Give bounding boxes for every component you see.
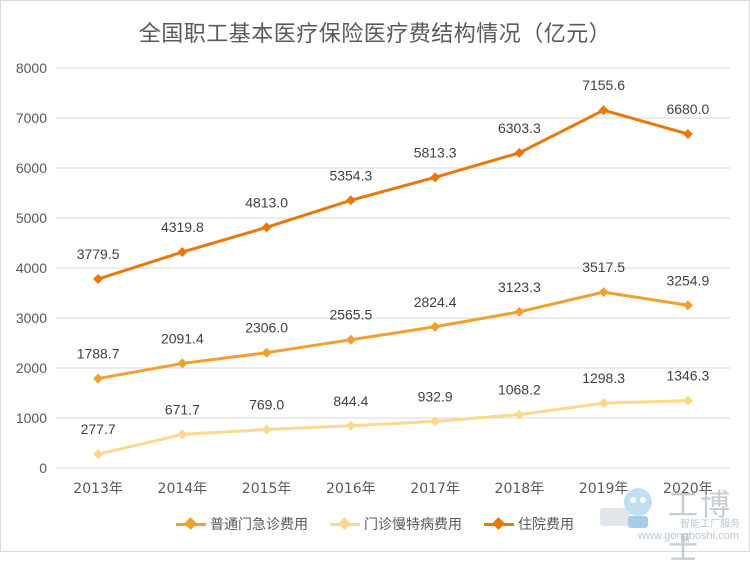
- data-point-marker[interactable]: [345, 195, 356, 206]
- data-point-marker[interactable]: [261, 222, 272, 233]
- data-label: 1788.7: [77, 346, 120, 362]
- data-point-marker[interactable]: [514, 409, 525, 420]
- data-point-marker[interactable]: [345, 420, 356, 431]
- x-tick-label: 2015年: [242, 481, 292, 497]
- y-tick-label: 0: [39, 460, 47, 476]
- series-2: 3779.5 4319.8 4813.0 5354.3 5813.3 6303.3 7155…: [77, 77, 709, 285]
- legend-swatch-chronic: [330, 517, 360, 530]
- legend-swatch-outpatient: [176, 517, 206, 530]
- data-point-marker[interactable]: [261, 424, 272, 435]
- data-point-marker[interactable]: [93, 373, 104, 384]
- data-point-marker[interactable]: [177, 429, 188, 440]
- data-label: 6680.0: [666, 101, 709, 117]
- series-0: 1788.7 2091.4 2306.0 2565.5 2824.4 3123.3 3517…: [77, 259, 709, 384]
- data-label: 4319.8: [161, 219, 204, 235]
- y-tick-label: 4000: [16, 260, 47, 276]
- series-1: 277.7 671.7 769.0 844.4 932.9 1068.2 1298.3 134…: [81, 368, 709, 460]
- data-label: 932.9: [418, 388, 453, 404]
- y-axis-ticks: 0 1000 2000 3000 4000 5000 6000 7000 8000: [16, 60, 47, 476]
- data-point-marker[interactable]: [177, 358, 188, 369]
- legend-label-chronic: 门诊慢特病费用: [364, 517, 462, 533]
- x-tick-label: 2017年: [410, 481, 460, 497]
- data-label: 769.0: [249, 397, 284, 413]
- legend-swatch-inpatient: [484, 517, 514, 530]
- x-tick-label: 2014年: [158, 481, 208, 497]
- data-point-marker[interactable]: [682, 129, 693, 139]
- data-label: 3517.5: [582, 259, 625, 275]
- x-tick-label: 2018年: [495, 481, 545, 497]
- legend-item-inpatient[interactable]: 住院费用: [484, 514, 574, 534]
- chart-frame: [0, 0, 750, 552]
- y-tick-label: 8000: [16, 60, 47, 76]
- legend: 普通门急诊费用 门诊慢特病费用 住院费用: [0, 514, 750, 534]
- legend-item-outpatient[interactable]: 普通门急诊费用: [176, 514, 308, 534]
- data-point-marker[interactable]: [598, 398, 609, 409]
- data-label: 2824.4: [414, 294, 457, 310]
- watermark: 工博士 智能工厂服务商 www.gongboshi.com: [598, 480, 746, 567]
- data-label: 1298.3: [582, 370, 625, 386]
- data-point-marker[interactable]: [598, 287, 609, 298]
- x-tick-label: 2016年: [326, 481, 376, 497]
- data-label: 2565.5: [329, 307, 372, 323]
- data-label: 5354.3: [329, 167, 372, 183]
- data-point-marker[interactable]: [430, 321, 441, 332]
- y-tick-label: 7000: [16, 110, 47, 126]
- data-label: 844.4: [333, 393, 368, 409]
- data-point-marker[interactable]: [514, 306, 525, 317]
- legend-label-outpatient: 普通门急诊费用: [210, 517, 308, 533]
- watermark-logo: 工博士: [668, 488, 732, 567]
- data-label: 671.7: [165, 401, 200, 417]
- data-label: 2091.4: [161, 330, 204, 346]
- watermark-subtitle: 智能工厂服务商: [680, 519, 740, 545]
- series-group: 1788.7 2091.4 2306.0 2565.5 2824.4 3123.3 3517…: [77, 77, 709, 460]
- legend-item-chronic[interactable]: 门诊慢特病费用: [330, 514, 462, 534]
- data-label: 1068.2: [498, 382, 541, 398]
- data-label: 3254.9: [666, 272, 709, 288]
- gridlines: [56, 67, 730, 469]
- y-tick-label: 5000: [16, 210, 47, 226]
- data-point-marker[interactable]: [598, 105, 609, 116]
- data-label: 3779.5: [77, 246, 120, 262]
- chart-title: 全国职工基本医疗保险医疗费结构情况（亿元）: [138, 22, 612, 47]
- data-point-marker[interactable]: [430, 172, 441, 183]
- robot-mascot-icon: [600, 488, 652, 528]
- data-label: 2306.0: [245, 320, 288, 336]
- x-tick-label: 2020年: [663, 481, 713, 497]
- data-label: 6303.3: [498, 120, 541, 136]
- data-point-marker[interactable]: [93, 449, 104, 460]
- data-point-marker[interactable]: [93, 274, 104, 285]
- data-point-marker[interactable]: [682, 395, 693, 406]
- y-tick-label: 6000: [16, 160, 47, 176]
- data-label: 3123.3: [498, 279, 541, 295]
- data-point-marker[interactable]: [682, 300, 693, 311]
- y-tick-label: 3000: [16, 310, 47, 326]
- data-label: 5813.3: [414, 144, 457, 160]
- y-tick-label: 1000: [16, 410, 47, 426]
- watermark-url: www.gongboshi.com: [638, 530, 739, 542]
- y-tick-label: 2000: [16, 360, 47, 376]
- data-label: 4813.0: [245, 194, 288, 210]
- data-point-marker[interactable]: [261, 347, 272, 358]
- data-point-marker[interactable]: [345, 334, 356, 345]
- data-label: 277.7: [81, 421, 116, 437]
- x-tick-label: 2019年: [579, 481, 629, 497]
- x-tick-label: 2013年: [73, 481, 123, 497]
- series-line: [97, 108, 689, 281]
- data-point-marker[interactable]: [514, 147, 525, 158]
- series-line: [97, 399, 688, 456]
- x-axis-ticks: 2013年 2014年 2015年 2016年 2017年 2018年 2019年 2020年: [73, 481, 712, 497]
- legend-label-inpatient: 住院费用: [518, 517, 574, 533]
- data-label: 1346.3: [666, 368, 709, 384]
- data-label: 7155.6: [582, 77, 625, 93]
- series-line: [97, 290, 689, 381]
- data-point-marker[interactable]: [430, 416, 441, 427]
- data-point-marker[interactable]: [177, 247, 188, 258]
